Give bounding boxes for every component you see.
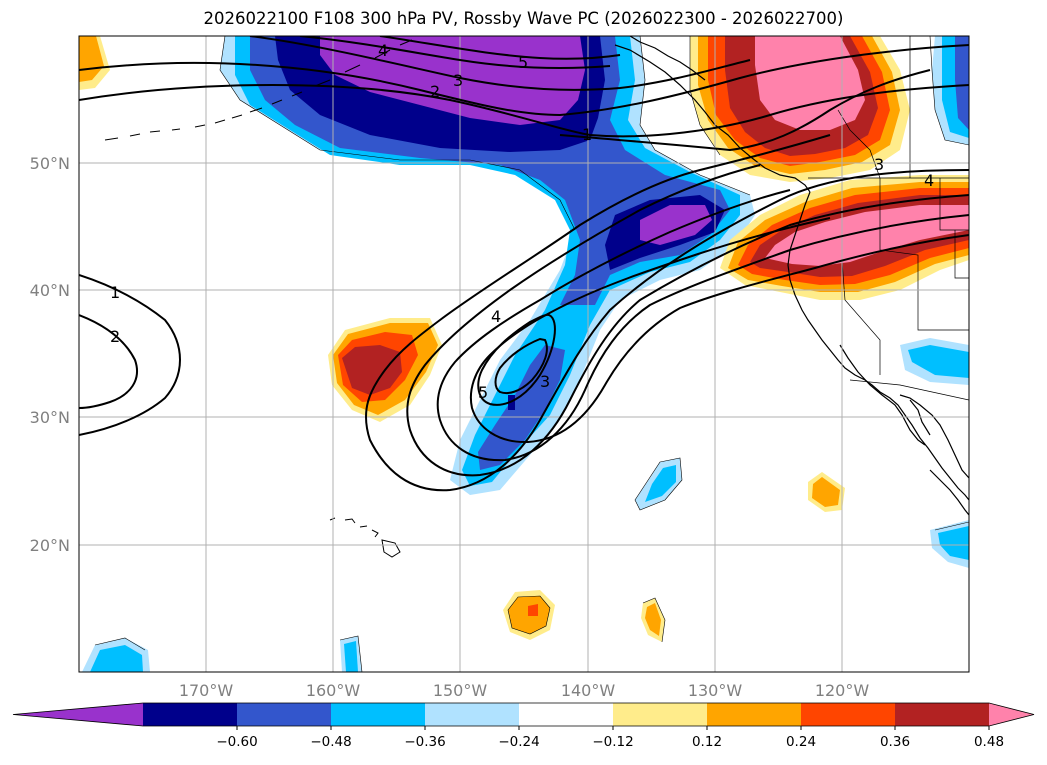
longitude-labels: 170°W 160°W 150°W 140°W 130°W 120°W	[179, 681, 870, 700]
contour-wave-6	[494, 337, 548, 395]
contour-label-3-wave: 3	[540, 372, 550, 391]
contour-ridge-outer	[559, 69, 931, 152]
pos-anomaly-small-center-inner	[645, 603, 661, 636]
colorbar-tick-label: −0.12	[592, 734, 633, 750]
colorbar-swatch	[801, 703, 896, 726]
alaska-coast	[614, 44, 811, 193]
neg-anomaly-east-top-inner	[955, 36, 969, 130]
contour-3-main	[249, 36, 751, 91]
alaska-coast-2	[629, 36, 706, 81]
bc-alberta	[837, 109, 881, 179]
contour-wave-4	[470, 217, 969, 444]
colorbar-outline	[12, 702, 1035, 727]
pc-contours	[79, 36, 969, 492]
colorbar-tick-label: 0.12	[692, 734, 722, 750]
colorbar-tick-label: −0.60	[216, 734, 257, 750]
contour-wave-2	[406, 164, 969, 477]
lon-label-130w: 130°W	[688, 681, 743, 700]
map-title: 2026022100 F108 300 hPa PV, Rossby Wave …	[203, 9, 844, 28]
contour-label-4-ridge: 4	[924, 171, 934, 190]
lon-label-160w: 160°W	[306, 681, 361, 700]
colorbar-tick-label: 0.48	[974, 734, 1004, 750]
colorbar-swatch	[237, 703, 332, 726]
contour-wave-3	[436, 189, 969, 462]
contour-label-1-west: 1	[110, 283, 120, 302]
state-line-3	[939, 178, 969, 231]
contour-label-4-wave: 4	[491, 307, 501, 326]
pv-shading	[79, 36, 969, 672]
borders	[808, 36, 969, 401]
colorbar-swatch	[613, 703, 708, 726]
map-frame	[78, 35, 970, 673]
contour-label-5-wave: 5	[478, 383, 488, 402]
contour-wave-outer	[365, 134, 969, 492]
contour-label-1-top: 1	[582, 125, 592, 144]
colorbar-swatch	[143, 703, 238, 726]
neg-anomaly-north-core	[320, 36, 585, 125]
colorbar-tick-label: 0.24	[786, 734, 816, 750]
contour-label-4-top: 4	[378, 41, 388, 60]
contour-west-1	[79, 274, 181, 436]
state-line-2	[841, 259, 881, 375]
pos-anomaly-band-core	[765, 205, 969, 266]
aleutians	[104, 39, 413, 141]
contour-2-main	[79, 44, 969, 117]
contour-label-2-top: 2	[430, 82, 440, 101]
neg-anomaly-south-inner	[478, 345, 565, 470]
gulf-of-california	[899, 394, 969, 479]
contour-1-main	[79, 84, 969, 138]
neg-anomaly-sw-corner-inner	[90, 645, 143, 672]
neg-anomaly-hawaii-south-inner	[344, 641, 358, 672]
mexico-coast	[929, 469, 969, 516]
us-mexico-border	[849, 379, 969, 401]
lat-label-20: 20°N	[30, 536, 70, 555]
contour-label-3-ridge: 3	[874, 155, 884, 174]
colorbar-swatch	[331, 703, 426, 726]
colorbar-tick-label: 0.36	[880, 734, 910, 750]
contour-4-main	[299, 36, 611, 69]
latitude-labels: 50°N 40°N 30°N 20°N	[30, 154, 70, 555]
coastlines	[104, 36, 969, 558]
neg-anomaly-east-mid-inner	[908, 345, 969, 378]
contour-wave-5	[477, 313, 556, 406]
colorbar-swatch	[519, 703, 614, 726]
na-west-coast	[787, 191, 969, 501]
pos-anomaly-nw-corner-inner	[79, 36, 104, 82]
pos-anomaly-small-south-core	[528, 604, 538, 616]
lon-label-150w: 150°W	[433, 681, 488, 700]
contour-label-3-top: 3	[453, 71, 463, 90]
neg-anomaly-mid-core	[640, 205, 712, 245]
colorbar-extend-high	[989, 703, 1034, 726]
state-line-1	[879, 178, 969, 331]
neg-anomaly-east-low-inner	[938, 526, 969, 560]
colorbar-tick-label: −0.24	[498, 734, 539, 750]
colorbar-extend-low	[13, 703, 143, 726]
lon-label-170w: 170°W	[179, 681, 234, 700]
colorbar-swatch	[895, 703, 990, 726]
colorbar: −0.60 −0.48 −0.36 −0.24 −0.12 0.12 0.24 0.36 0.4…	[12, 702, 1035, 750]
neg-anomaly-small-center-inner	[645, 465, 676, 502]
baja-peninsula	[839, 344, 931, 446]
anomaly-edge-lines	[94, 36, 969, 672]
pos-anomaly-blob-core	[342, 345, 402, 395]
lat-label-30: 30°N	[30, 408, 70, 427]
lat-label-40: 40°N	[30, 281, 70, 300]
colorbar-swatch	[425, 703, 520, 726]
contour-west-2	[79, 314, 138, 409]
contour-5-main	[379, 36, 621, 60]
contour-label-5-top: 5	[518, 53, 528, 72]
contour-label-group: 4 5 3 2 1 3 4 1 2 4 3 5	[110, 41, 934, 402]
gridlines	[79, 36, 969, 672]
colorbar-tick-label: −0.48	[310, 734, 351, 750]
lon-label-140w: 140°W	[561, 681, 616, 700]
colorbar-swatch	[707, 703, 802, 726]
pos-anomaly-small-southeast-inner	[812, 477, 840, 507]
state-line-4	[954, 230, 969, 279]
lat-label-50: 50°N	[30, 154, 70, 173]
contour-label-2-west: 2	[110, 327, 120, 346]
lon-label-120w: 120°W	[815, 681, 870, 700]
colorbar-tick-label: −0.36	[404, 734, 445, 750]
